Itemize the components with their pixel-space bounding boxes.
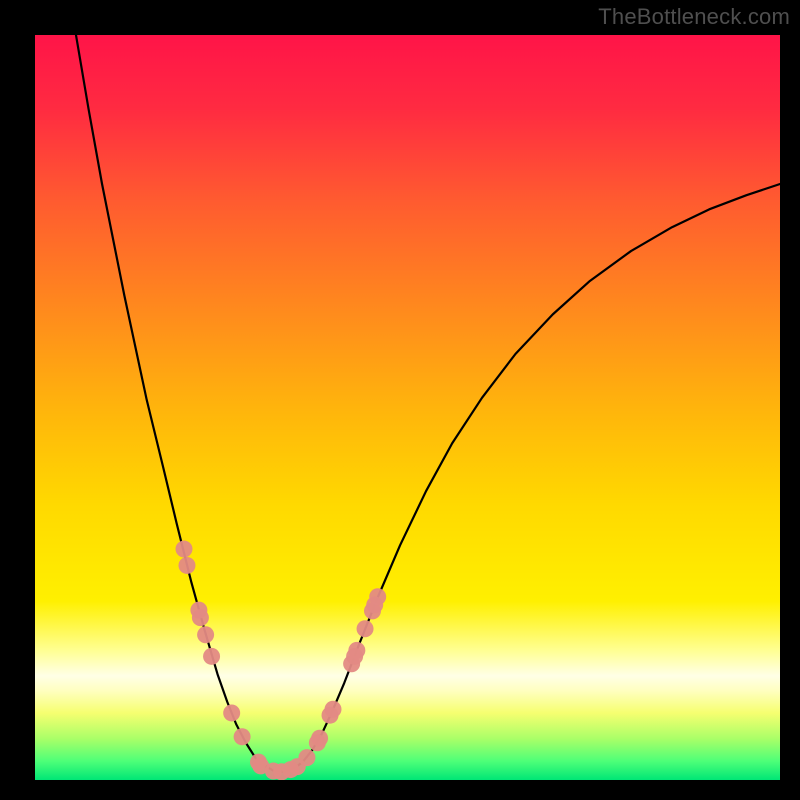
data-dot xyxy=(197,626,214,643)
data-dot xyxy=(298,749,315,766)
data-dot xyxy=(192,609,209,626)
data-dot xyxy=(357,620,374,637)
chart-svg xyxy=(35,35,780,780)
data-dot xyxy=(178,557,195,574)
data-dot xyxy=(176,541,193,558)
watermark-text: TheBottleneck.com xyxy=(598,4,790,30)
data-dot xyxy=(203,648,220,665)
data-dot xyxy=(369,588,386,605)
data-dot xyxy=(223,704,240,721)
bottleneck-curve xyxy=(76,35,780,772)
data-dot xyxy=(234,728,251,745)
data-dot xyxy=(325,701,342,718)
data-dots-group xyxy=(176,541,387,780)
data-dot xyxy=(309,734,326,751)
chart-plot-area xyxy=(35,35,780,780)
data-dot xyxy=(348,642,365,659)
